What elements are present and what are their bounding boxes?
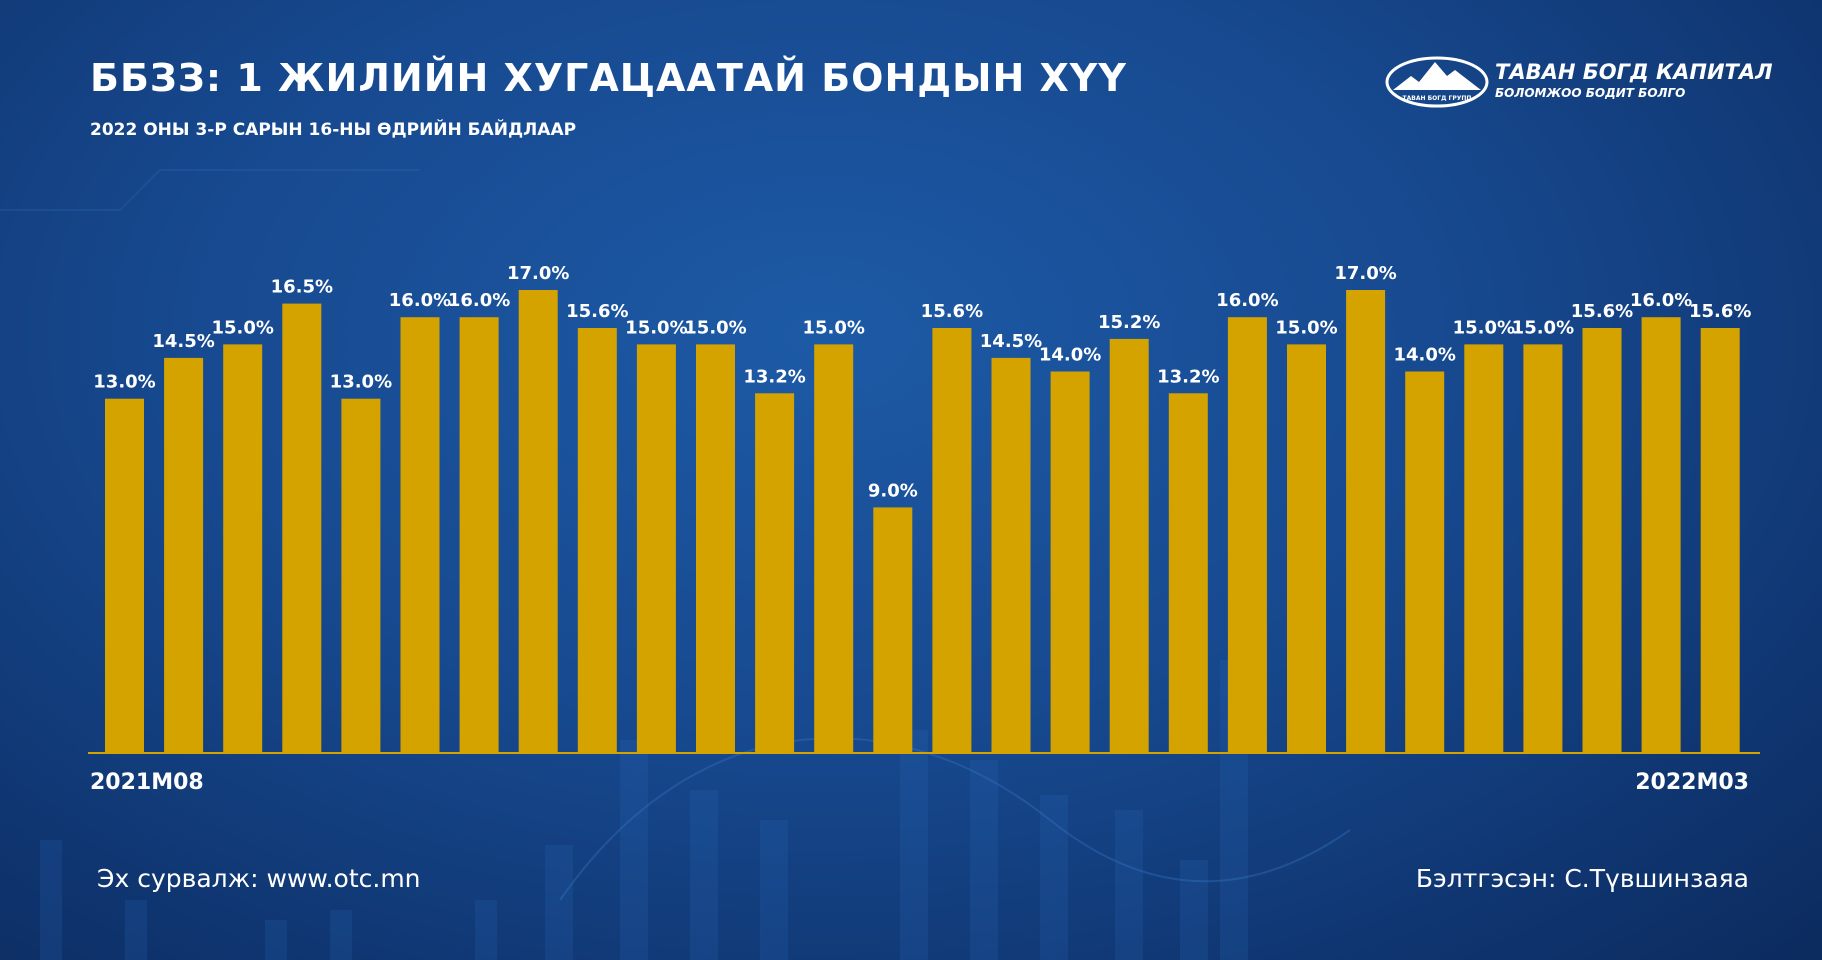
bar-value-label-28: 15.6% bbox=[1689, 301, 1751, 322]
bar-20 bbox=[1227, 317, 1267, 752]
bar-13 bbox=[814, 344, 854, 752]
author-note: Бэлтгэсэн: С.Түвшинзаяа bbox=[1415, 864, 1749, 893]
bar-value-label-10: 15.0% bbox=[625, 317, 687, 338]
bar-value-label-21: 15.0% bbox=[1275, 317, 1337, 338]
bar-value-label-24: 15.0% bbox=[1453, 317, 1515, 338]
chart-subtitle: 2022 ОНЫ 3-Р САРЫН 16-НЫ ӨДРИЙН БАЙДЛААР bbox=[90, 120, 577, 140]
bar-value-label-20: 16.0% bbox=[1216, 290, 1278, 311]
x-tick-end: 2022M03 bbox=[1635, 770, 1749, 795]
bar-24 bbox=[1464, 344, 1504, 752]
bar-value-label-8: 17.0% bbox=[507, 263, 569, 284]
bar-value-label-16: 14.5% bbox=[980, 331, 1042, 352]
bar-26 bbox=[1582, 328, 1622, 752]
bar-value-label-26: 15.6% bbox=[1571, 301, 1633, 322]
bar-value-label-22: 17.0% bbox=[1334, 263, 1396, 284]
company-logo: ТАВАН БОГД ГРУПП ТАВАН БОГД КАПИТАЛ БОЛО… bbox=[1385, 52, 1773, 112]
bar-value-label-4: 16.5% bbox=[271, 277, 333, 298]
bar-17 bbox=[1050, 371, 1090, 752]
logo-mark-text: ТАВАН БОГД ГРУПП bbox=[1403, 95, 1472, 102]
bar-6 bbox=[400, 317, 440, 752]
bar-8 bbox=[518, 290, 558, 752]
bar-value-label-15: 15.6% bbox=[921, 301, 983, 322]
bar-5 bbox=[341, 398, 381, 752]
bar-16 bbox=[991, 357, 1031, 752]
bar-15 bbox=[932, 328, 972, 752]
bar-9 bbox=[577, 328, 617, 752]
bar-value-label-2: 14.5% bbox=[152, 331, 214, 352]
bar-value-label-27: 16.0% bbox=[1630, 290, 1692, 311]
bar-value-label-12: 13.2% bbox=[743, 366, 805, 387]
bar-value-label-5: 13.0% bbox=[330, 372, 392, 393]
x-tick-start: 2021M08 bbox=[90, 770, 204, 795]
bar-value-label-13: 15.0% bbox=[802, 317, 864, 338]
bar-23 bbox=[1405, 371, 1445, 752]
bar-22 bbox=[1346, 290, 1386, 752]
bar-11 bbox=[696, 344, 735, 752]
bar-25 bbox=[1523, 344, 1563, 752]
bar-1 bbox=[105, 398, 144, 752]
bar-value-label-19: 13.2% bbox=[1157, 366, 1219, 387]
bar-value-label-23: 14.0% bbox=[1393, 345, 1455, 366]
bar-value-label-9: 15.6% bbox=[566, 301, 628, 322]
bar-19 bbox=[1168, 393, 1208, 752]
logo-name: ТАВАН БОГД КАПИТАЛ bbox=[1495, 60, 1773, 84]
bar-value-label-1: 13.0% bbox=[93, 372, 155, 393]
bar-28 bbox=[1700, 328, 1740, 752]
bar-value-label-6: 16.0% bbox=[389, 290, 451, 311]
bar-21 bbox=[1287, 344, 1326, 752]
bar-12 bbox=[755, 393, 795, 752]
bar-value-label-25: 15.0% bbox=[1512, 317, 1574, 338]
bar-14 bbox=[873, 507, 913, 752]
bar-value-label-7: 16.0% bbox=[448, 290, 510, 311]
bar-value-label-14: 9.0% bbox=[868, 480, 918, 501]
mountain-logo-icon: ТАВАН БОГД ГРУПП bbox=[1385, 56, 1489, 108]
logo-slogan: БОЛОМЖОО БОДИТ БОЛГО bbox=[1495, 86, 1686, 100]
bar-27 bbox=[1641, 317, 1681, 752]
bar-7 bbox=[459, 317, 499, 752]
bar-value-label-18: 15.2% bbox=[1098, 312, 1160, 333]
bar-10 bbox=[636, 344, 676, 752]
bar-3 bbox=[223, 344, 263, 752]
bar-4 bbox=[282, 303, 322, 752]
bar-2 bbox=[164, 357, 204, 752]
source-note: Эх сурвалж: www.otc.mn bbox=[97, 864, 421, 893]
bar-value-label-17: 14.0% bbox=[1039, 345, 1101, 366]
bar-18 bbox=[1109, 338, 1149, 752]
bar-value-label-11: 15.0% bbox=[684, 317, 746, 338]
chart-title: ББЗЗ: 1 ЖИЛИЙН ХУГАЦААТАЙ БОНДЫН ХҮҮ bbox=[90, 56, 1127, 100]
bar-value-label-3: 15.0% bbox=[211, 317, 273, 338]
